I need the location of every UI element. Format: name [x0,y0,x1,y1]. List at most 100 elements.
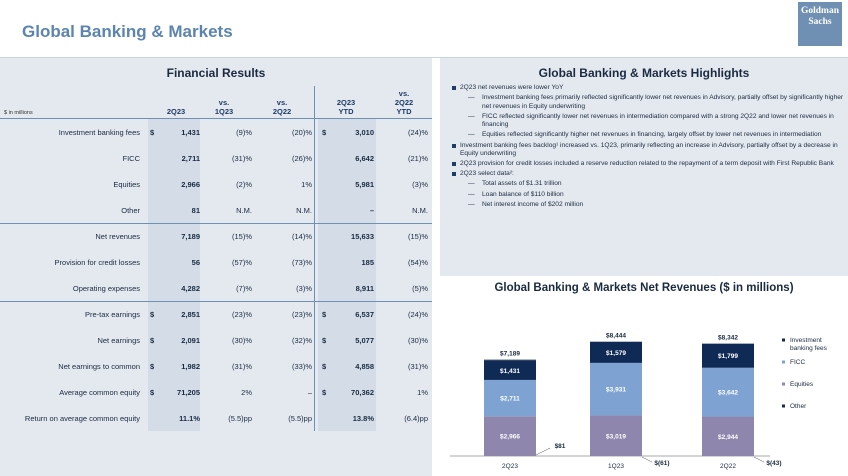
legend-label: Equities [790,381,814,388]
cell-value: (33)% [291,362,312,371]
units-label: $ in millions [4,110,33,116]
cell-value: (14)% [291,232,312,241]
table-row: Operating expenses 4,282 (7)% (3)% 8,911 (5)% [0,275,432,301]
highlight-sub-bullet: Net interest income of $202 million [452,201,848,210]
cell-value: (26)% [291,154,312,163]
cell-value: 2,711 [181,154,200,163]
highlight-bullet: Investment banking fees backlog¹ increas… [452,142,848,159]
table-row: Provision for credit losses 56 (57)% (73)% 1… [0,249,432,275]
row-label: Return on average common equity [24,414,140,423]
legend-label: FICC [790,359,805,366]
row-label: Average common equity [59,388,140,397]
table-row: Net revenues 7,189 (15)% (14)% 15,633 (15)% [0,223,432,249]
bar-total-label: $8,342 [718,335,738,342]
table-row: Average common equity $71,205 2% – $70,362 1% [0,379,432,405]
bar-segment [484,360,536,380]
table-row: Return on average common equity 11.1% (5.5… [0,405,432,431]
cell-value: 1,431 [181,128,200,137]
cell-value: (31)% [407,362,428,371]
category-label: 2Q22 [720,463,736,470]
bar-segment [484,379,536,417]
cell-value: (24)% [407,128,428,137]
row-label: Net earnings [97,336,140,345]
bar-segment-other [484,359,536,361]
row-label: Operating expenses [72,284,140,293]
column-header: 2Q23 YTD [336,98,356,116]
cell-value: $ [322,388,327,397]
highlight-bullet: 2Q23 net revenues were lower YoY [452,84,848,93]
cell-value: (6.4)pp [404,414,428,423]
financial-results-title: Financial Results [166,66,266,80]
highlight-bullet: 2Q23 provision for credit losses include… [452,160,848,169]
cell-value: 81 [191,206,200,215]
cell-value: 8,911 [355,284,374,293]
segment-label: $1,579 [606,350,626,357]
cell-value: (73)% [291,258,312,267]
cell-value: (20)% [291,128,312,137]
logo-line-2: Sachs [808,17,832,27]
header-divider [0,118,432,119]
bar-segment [590,362,642,416]
cell-value: (21)% [407,154,428,163]
cell-value: (7)% [236,284,252,293]
segment-label: $2,966 [500,434,520,441]
row-label: Net revenues [95,232,140,241]
row-label: Pre-tax earnings [84,310,140,319]
cell-value: 1% [301,180,312,189]
cell-value: (15)% [231,232,252,241]
leader-line [641,456,653,463]
segment-label: $2,944 [718,434,738,441]
row-label: Investment banking fees [58,128,140,137]
segment-label: $3,642 [718,390,738,397]
row-label: Provision for credit losses [54,258,140,267]
bar-total-label: $8,444 [606,333,626,340]
legend-swatch [782,360,785,364]
cell-value: (24)% [407,310,428,319]
cell-value: (15)% [407,232,428,241]
category-label: 1Q23 [608,463,624,470]
bar-total-label: $7,189 [500,351,520,358]
cell-value: $ [150,362,155,371]
highlight-sub-bullet: FICC reflected significantly lower net r… [452,113,848,130]
bar-segment [702,416,754,456]
table-header: $ in millions 2Q23 vs. 1Q23 vs. 2Q22 2Q23 Y… [0,86,432,118]
cell-value: $ [150,128,155,137]
cell-value: 2,851 [181,310,200,319]
highlight-bullet: 2Q23 select data²: [452,170,848,179]
cell-value: 3,010 [355,128,374,137]
cell-value: – [307,388,312,397]
table-row: Other 81 N.M. N.M. – N.M. [0,197,432,223]
section-divider [0,223,432,224]
bar-segment [590,415,642,456]
page-title: Global Banking & Markets [22,22,233,41]
bar-segment [702,367,754,417]
bar-segment [590,341,642,363]
highlights-title: Global Banking & Markets Highlights [538,66,750,80]
highlight-sub-bullet: Total assets of $1.31 trillion [452,180,848,189]
cell-value: 7,189 [181,232,200,241]
bar-segment [702,343,754,368]
other-label: $(61) [654,460,669,467]
cell-value: 2,966 [181,180,200,189]
cell-value: 15,633 [351,232,374,241]
column-divider [314,86,315,431]
cell-value: (23)% [291,310,312,319]
segment-label: $2,711 [500,396,520,403]
table-row: FICC 2,711 (31)% (26)% 6,642 (21)% [0,145,432,171]
cell-value: (5)% [412,284,428,293]
highlight-sub-bullet: Loan balance of $110 billion [452,191,848,200]
segment-label: $3,931 [606,387,626,394]
cell-value: (57)% [231,258,252,267]
cell-value: (3)% [412,180,428,189]
cell-value: $ [322,128,327,137]
cell-value: (2)% [236,180,252,189]
highlights-panel: Global Banking & Markets Highlights 2Q23… [440,58,848,276]
cell-value: – [369,206,374,215]
legend-swatch [782,338,785,342]
header: Global Banking & Markets Goldman Sachs [0,0,848,58]
segment-label: $1,799 [718,353,738,360]
cell-value: (5.5)pp [228,414,252,423]
leader-line [535,447,551,456]
row-label: Net earnings to common [58,362,140,371]
table-row: Pre-tax earnings $2,851 (23)% (23)% $6,537 (2… [0,301,432,327]
